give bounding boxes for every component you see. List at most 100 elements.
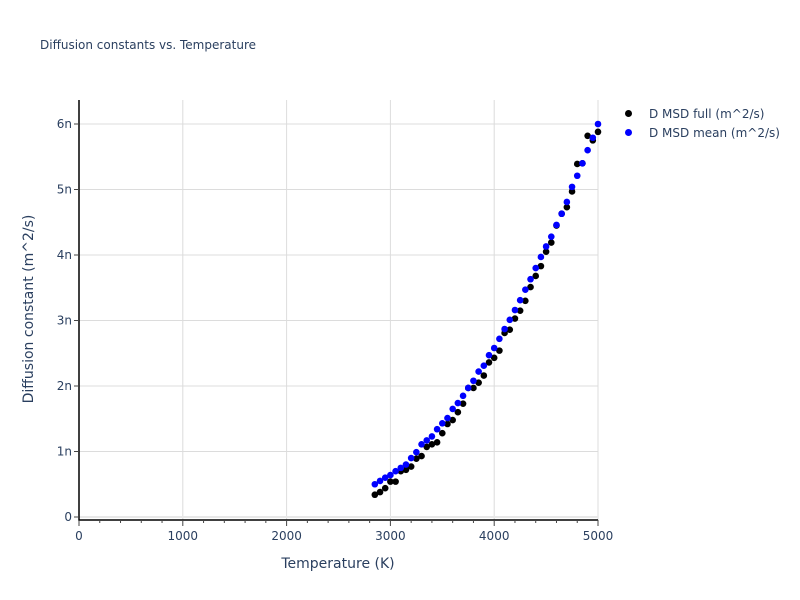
data-point [568, 183, 576, 191]
data-point [537, 253, 545, 261]
data-point [433, 439, 441, 446]
data-point [568, 188, 576, 195]
data-point [402, 461, 410, 468]
data-point [418, 452, 425, 460]
black-dot-marker-icon [625, 110, 632, 117]
data-point [439, 429, 446, 437]
y-tick-label: 5n [57, 183, 72, 197]
data-point [485, 359, 493, 366]
x-tick-label: 4000 [479, 529, 510, 543]
gridlines [79, 100, 599, 520]
data-point [387, 478, 394, 485]
axes [78, 100, 598, 521]
x-tick-label: 1000 [168, 529, 199, 543]
data-point [553, 221, 560, 229]
legend: D MSD full (m^2/s) D MSD mean (m^2/s) [618, 104, 780, 142]
data-point [527, 283, 534, 291]
data-point [511, 306, 519, 314]
data-points [371, 120, 602, 499]
data-point [413, 455, 420, 463]
data-point [475, 368, 482, 375]
data-point [439, 420, 446, 427]
data-point [542, 248, 550, 256]
data-point [532, 272, 540, 280]
data-point [454, 399, 462, 407]
data-point [573, 172, 581, 180]
x-tick-label: 0 [75, 529, 83, 543]
data-point [449, 416, 456, 424]
legend-label: D MSD full (m^2/s) [649, 106, 765, 121]
legend-item-mean[interactable]: D MSD mean (m^2/s) [618, 123, 780, 142]
data-point [402, 466, 410, 474]
data-point [371, 491, 379, 499]
x-tick-label: 2000 [271, 529, 302, 543]
data-point [387, 471, 394, 479]
data-point [407, 463, 415, 470]
data-point [413, 448, 420, 456]
data-point [522, 297, 529, 305]
data-point [573, 160, 581, 168]
data-point [532, 264, 540, 272]
data-point [537, 262, 545, 270]
data-point [516, 296, 524, 304]
data-point [407, 454, 415, 462]
y-axis-title: Diffusion constant (m^2/s) [21, 215, 37, 404]
data-point [449, 405, 456, 413]
data-point [470, 377, 477, 385]
data-point [480, 362, 488, 369]
y-tick-label: 6n [57, 117, 72, 131]
data-point [428, 433, 436, 440]
data-point [542, 243, 550, 250]
data-point [480, 372, 488, 379]
blue-dot-marker-icon [625, 129, 632, 136]
data-point [511, 315, 519, 322]
data-point [594, 128, 602, 136]
data-point [392, 467, 399, 475]
data-point [376, 488, 384, 496]
data-point [594, 120, 602, 128]
data-point [589, 134, 597, 142]
data-point [527, 275, 534, 283]
data-point [392, 478, 399, 485]
data-point [470, 384, 477, 392]
x-tick-label: 3000 [375, 529, 406, 543]
data-point [423, 437, 431, 444]
data-point [547, 239, 555, 246]
data-point [418, 440, 425, 448]
x-axis-title: Temperature (K) [280, 556, 394, 572]
data-point [516, 307, 524, 314]
data-point [563, 198, 571, 206]
data-point [558, 210, 565, 218]
data-point [506, 326, 514, 333]
data-point [547, 233, 555, 240]
data-point [376, 477, 384, 485]
data-point [381, 484, 389, 492]
x-tick-label: 5000 [583, 529, 614, 543]
data-point [584, 146, 591, 154]
data-point [496, 335, 503, 343]
y-tick-label: 3n [57, 314, 72, 328]
y-axis-ticks: 0 1n 2n 3n 4n 5n 6n [57, 117, 79, 524]
data-point [475, 379, 482, 387]
data-point [433, 425, 441, 433]
data-point [506, 316, 514, 324]
data-point [490, 354, 498, 362]
data-point [563, 203, 571, 211]
data-point [485, 351, 493, 359]
data-point [490, 344, 498, 352]
data-point [584, 132, 591, 140]
y-tick-label: 0 [64, 510, 72, 524]
data-point [522, 286, 529, 294]
chart-title: Diffusion constants vs. Temperature [40, 38, 257, 52]
legend-label: D MSD mean (m^2/s) [649, 125, 780, 140]
data-point [501, 325, 508, 333]
data-point [459, 392, 467, 400]
data-point [428, 440, 436, 448]
data-point [454, 408, 462, 416]
data-point [423, 443, 431, 451]
y-tick-label: 1n [57, 445, 72, 459]
legend-item-full[interactable]: D MSD full (m^2/s) [618, 104, 780, 123]
data-point [459, 400, 467, 407]
y-tick-label: 4n [57, 248, 72, 262]
